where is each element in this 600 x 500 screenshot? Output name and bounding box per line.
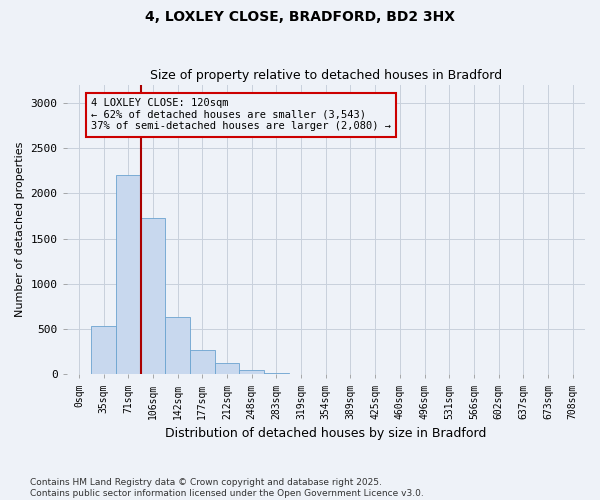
Bar [239, 370, 264, 374]
Text: Contains HM Land Registry data © Crown copyright and database right 2025.
Contai: Contains HM Land Registry data © Crown c… [30, 478, 424, 498]
Bar [140, 218, 166, 374]
Bar [166, 318, 190, 374]
Text: 4 LOXLEY CLOSE: 120sqm
← 62% of detached houses are smaller (3,543)
37% of semi-: 4 LOXLEY CLOSE: 120sqm ← 62% of detached… [91, 98, 391, 132]
Bar [264, 372, 289, 374]
Bar [116, 175, 140, 374]
Bar [91, 326, 116, 374]
Y-axis label: Number of detached properties: Number of detached properties [15, 142, 25, 317]
Title: Size of property relative to detached houses in Bradford: Size of property relative to detached ho… [150, 69, 502, 82]
Bar [190, 350, 215, 374]
Text: 4, LOXLEY CLOSE, BRADFORD, BD2 3HX: 4, LOXLEY CLOSE, BRADFORD, BD2 3HX [145, 10, 455, 24]
Bar [215, 362, 239, 374]
X-axis label: Distribution of detached houses by size in Bradford: Distribution of detached houses by size … [165, 427, 487, 440]
